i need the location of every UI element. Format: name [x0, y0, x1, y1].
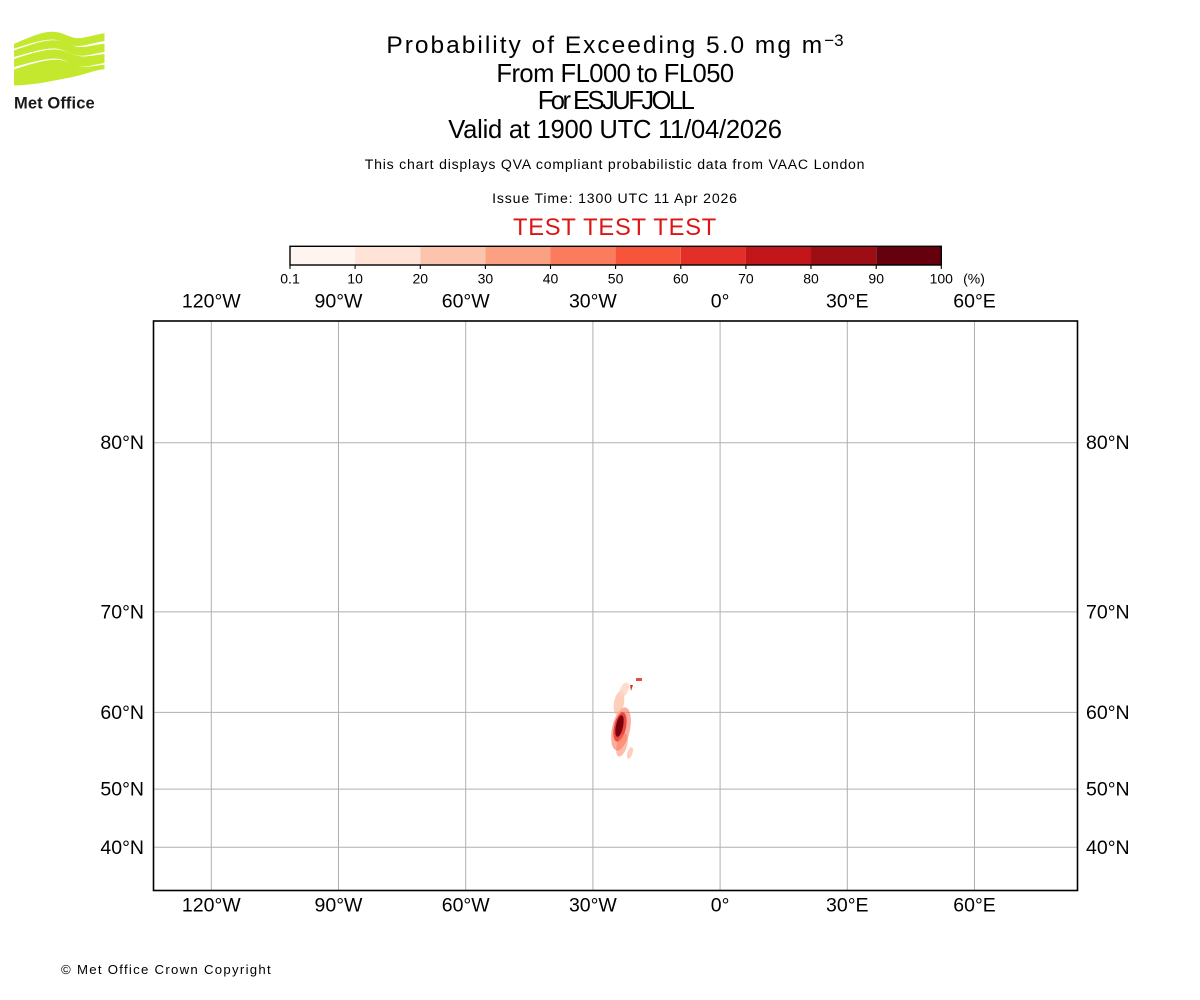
svg-text:90°W: 90°W	[315, 895, 363, 917]
svg-text:0°: 0°	[711, 895, 730, 917]
svg-text:80: 80	[803, 271, 819, 287]
svg-text:(%): (%)	[963, 271, 985, 287]
svg-text:50: 50	[608, 271, 624, 287]
svg-text:90: 90	[868, 271, 884, 287]
svg-text:50°N: 50°N	[1086, 779, 1130, 801]
svg-text:60°E: 60°E	[953, 895, 996, 917]
svg-text:60°W: 60°W	[442, 895, 490, 917]
svg-text:80°N: 80°N	[100, 432, 144, 454]
svg-text:20: 20	[413, 271, 429, 287]
svg-text:70°N: 70°N	[100, 601, 144, 623]
svg-text:40°N: 40°N	[1086, 837, 1130, 859]
svg-text:60: 60	[673, 271, 689, 287]
svg-text:70°N: 70°N	[1086, 601, 1130, 623]
svg-text:50°N: 50°N	[100, 779, 144, 801]
svg-text:60°W: 60°W	[442, 291, 490, 313]
svg-text:100: 100	[930, 271, 954, 287]
svg-text:60°E: 60°E	[953, 291, 996, 313]
svg-text:60°N: 60°N	[100, 702, 144, 724]
svg-text:10: 10	[347, 271, 363, 287]
svg-text:80°N: 80°N	[1086, 432, 1130, 454]
svg-text:90°W: 90°W	[315, 291, 363, 313]
svg-text:120°W: 120°W	[182, 895, 241, 917]
svg-text:0.1: 0.1	[280, 271, 300, 287]
svg-text:30°E: 30°E	[826, 895, 869, 917]
svg-text:30°W: 30°W	[569, 291, 617, 313]
svg-text:40°N: 40°N	[100, 837, 144, 859]
svg-text:0°: 0°	[711, 291, 730, 313]
svg-text:30°W: 30°W	[569, 895, 617, 917]
svg-text:40: 40	[543, 271, 559, 287]
svg-text:70: 70	[738, 271, 754, 287]
svg-text:120°W: 120°W	[182, 291, 241, 313]
svg-text:30°E: 30°E	[826, 291, 869, 313]
svg-text:60°N: 60°N	[1086, 702, 1130, 724]
svg-text:Met Office: Met Office	[14, 95, 95, 113]
svg-text:30: 30	[478, 271, 494, 287]
